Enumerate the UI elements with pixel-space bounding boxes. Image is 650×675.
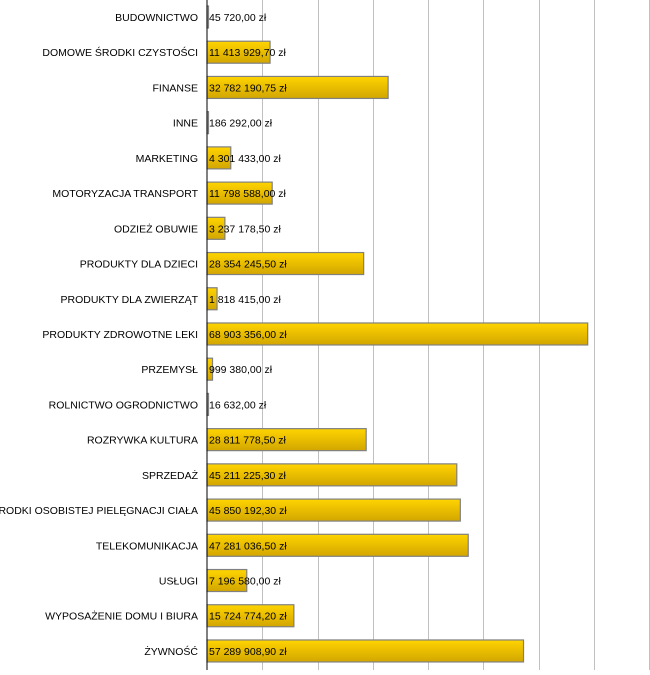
data-label: 4 301 433,00 zł [209,153,281,165]
category-label: BUDOWNICTWO [115,12,198,24]
labels: BUDOWNICTWO 45 720,00 zł DOMOWE ŚRODKI CZY… [0,12,287,658]
data-label: 11 413 929,70 zł [209,47,287,59]
category-label: WYPOSAŻENIE DOMU I BIURA [45,610,198,623]
data-label: 15 724 774,20 zł [209,611,287,623]
category-label: ŻYWNOŚĆ [144,645,198,658]
data-label: 3 237 178,50 zł [209,223,281,235]
data-label: 1 818 415,00 zł [209,294,281,306]
category-label: SPRZEDAŻ [142,469,199,482]
data-label: 16 632,00 zł [209,399,267,411]
data-label: 32 782 190,75 zł [209,82,287,94]
category-label: FINANSE [152,82,198,94]
data-label: 57 289 908,90 zł [209,646,287,658]
category-label: PRODUKTY DLA ZWIERZĄT [61,294,199,306]
data-label: 45 211 225,30 zł [209,470,287,482]
category-label: PRODUKTY DLA DZIECI [80,259,198,271]
data-label: 47 281 036,50 zł [209,540,287,552]
category-label: ODZIEŻ OBUWIE [114,222,198,235]
data-label: 11 798 588,00 zł [209,188,287,200]
data-label: 999 380,00 zł [209,364,273,376]
data-label: 68 903 356,00 zł [209,329,287,341]
data-label: 28 354 245,50 zł [209,259,287,271]
category-label: TELEKOMUNIKACJA [96,540,198,552]
category-label: MOTORYZACJA TRANSPORT [52,188,198,200]
data-label: 28 811 778,50 zł [209,435,287,447]
category-label: ROLNICTWO OGRODNICTWO [49,399,198,411]
category-label: DOMOWE ŚRODKI CZYSTOŚCI [42,46,198,59]
data-label: 45 720,00 zł [209,12,267,24]
bars [206,5,589,663]
data-label: 186 292,00 zł [209,118,273,130]
category-label: PRODUKTY ZDROWOTNE LEKI [42,329,198,341]
category-label: INNE [173,118,198,130]
data-label: 7 196 580,00 zł [209,576,281,588]
data-label: 45 850 192,30 zł [209,505,287,517]
category-label: PRZEMYSŁ [141,364,198,376]
category-label: ROZRYWKA KULTURA [87,435,198,447]
category-label: MARKETING [136,153,198,165]
category-label: ŚRODKI OSOBISTEJ PIELĘGNACJI CIAŁA [0,504,198,517]
category-label: USŁUGI [159,576,198,588]
